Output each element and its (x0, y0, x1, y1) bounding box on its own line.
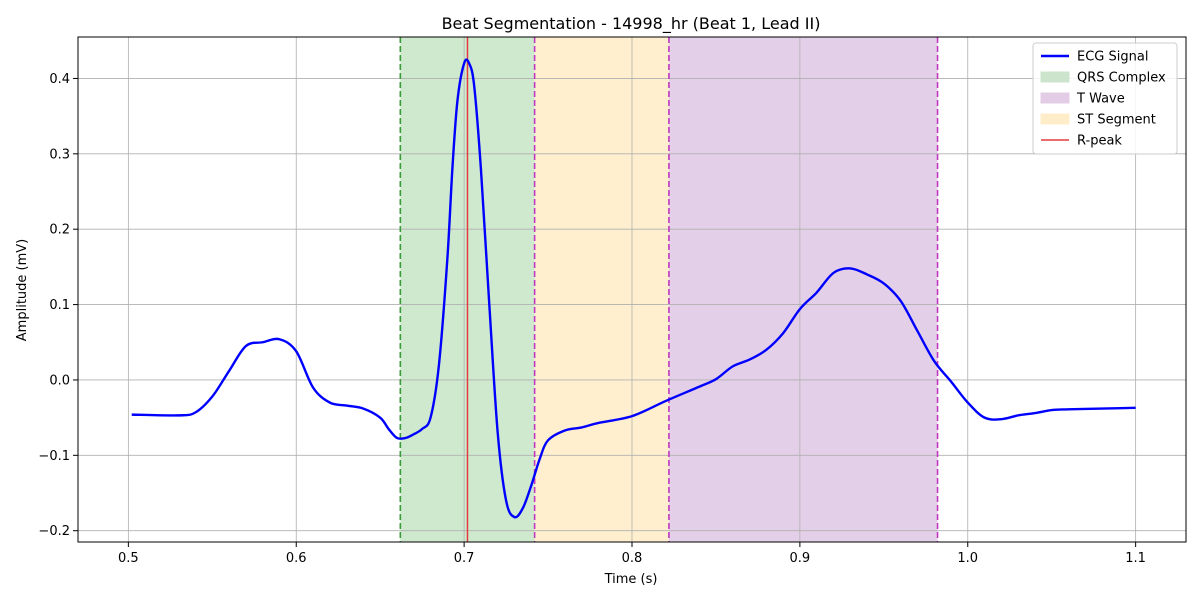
x-tick-label: 1.0 (957, 551, 978, 566)
legend-swatch-st-segment (1040, 113, 1070, 125)
legend-box (1032, 42, 1178, 155)
chart-title: Beat Segmentation - 14998_hr (Beat 1, Le… (442, 14, 821, 34)
x-tick-label: 0.5 (118, 551, 139, 566)
x-tick-label: 0.8 (622, 551, 643, 566)
y-tick-label: 0.4 (49, 72, 70, 87)
legend-label-ecg-signal: ECG Signal (1077, 50, 1148, 65)
y-tick-label: −0.2 (38, 524, 70, 539)
legend-swatch-qrs-complex (1040, 71, 1070, 83)
legend-swatch-t-wave (1040, 92, 1070, 104)
y-tick-label: 0.1 (49, 298, 70, 313)
x-tick-label: 0.6 (286, 551, 307, 566)
y-axis-label: Amplitude (mV) (15, 239, 30, 341)
y-tick-label: 0.2 (49, 223, 70, 238)
ecg-signal-line (131, 58, 1136, 519)
x-axis-label: Time (s) (604, 572, 658, 587)
legend-label-t-wave: T Wave (1076, 92, 1125, 107)
x-tick-label: 0.7 (454, 551, 475, 566)
legend: ECG Signal QRS Complex T Wave ST Segment R-p… (1032, 42, 1178, 155)
y-tick-label: −0.1 (38, 449, 70, 464)
x-tick-label: 0.9 (790, 551, 811, 566)
legend-label-qrs-complex: QRS Complex (1077, 71, 1166, 86)
plot-area: 0.5 0.6 0.7 0.8 0.9 1.0 1.1 −0.2 −0.1 0.0 0.1 0.2 0.… (38, 36, 1187, 566)
region-st-segment (534, 37, 669, 542)
x-tick-label: 1.1 (1125, 551, 1146, 566)
y-tick-label: 0.3 (49, 147, 70, 162)
legend-label-st-segment: ST Segment (1077, 113, 1156, 128)
region-t-wave (668, 37, 938, 542)
legend-label-r-peak: R-peak (1077, 134, 1122, 149)
y-tick-label: 0.0 (49, 373, 70, 388)
